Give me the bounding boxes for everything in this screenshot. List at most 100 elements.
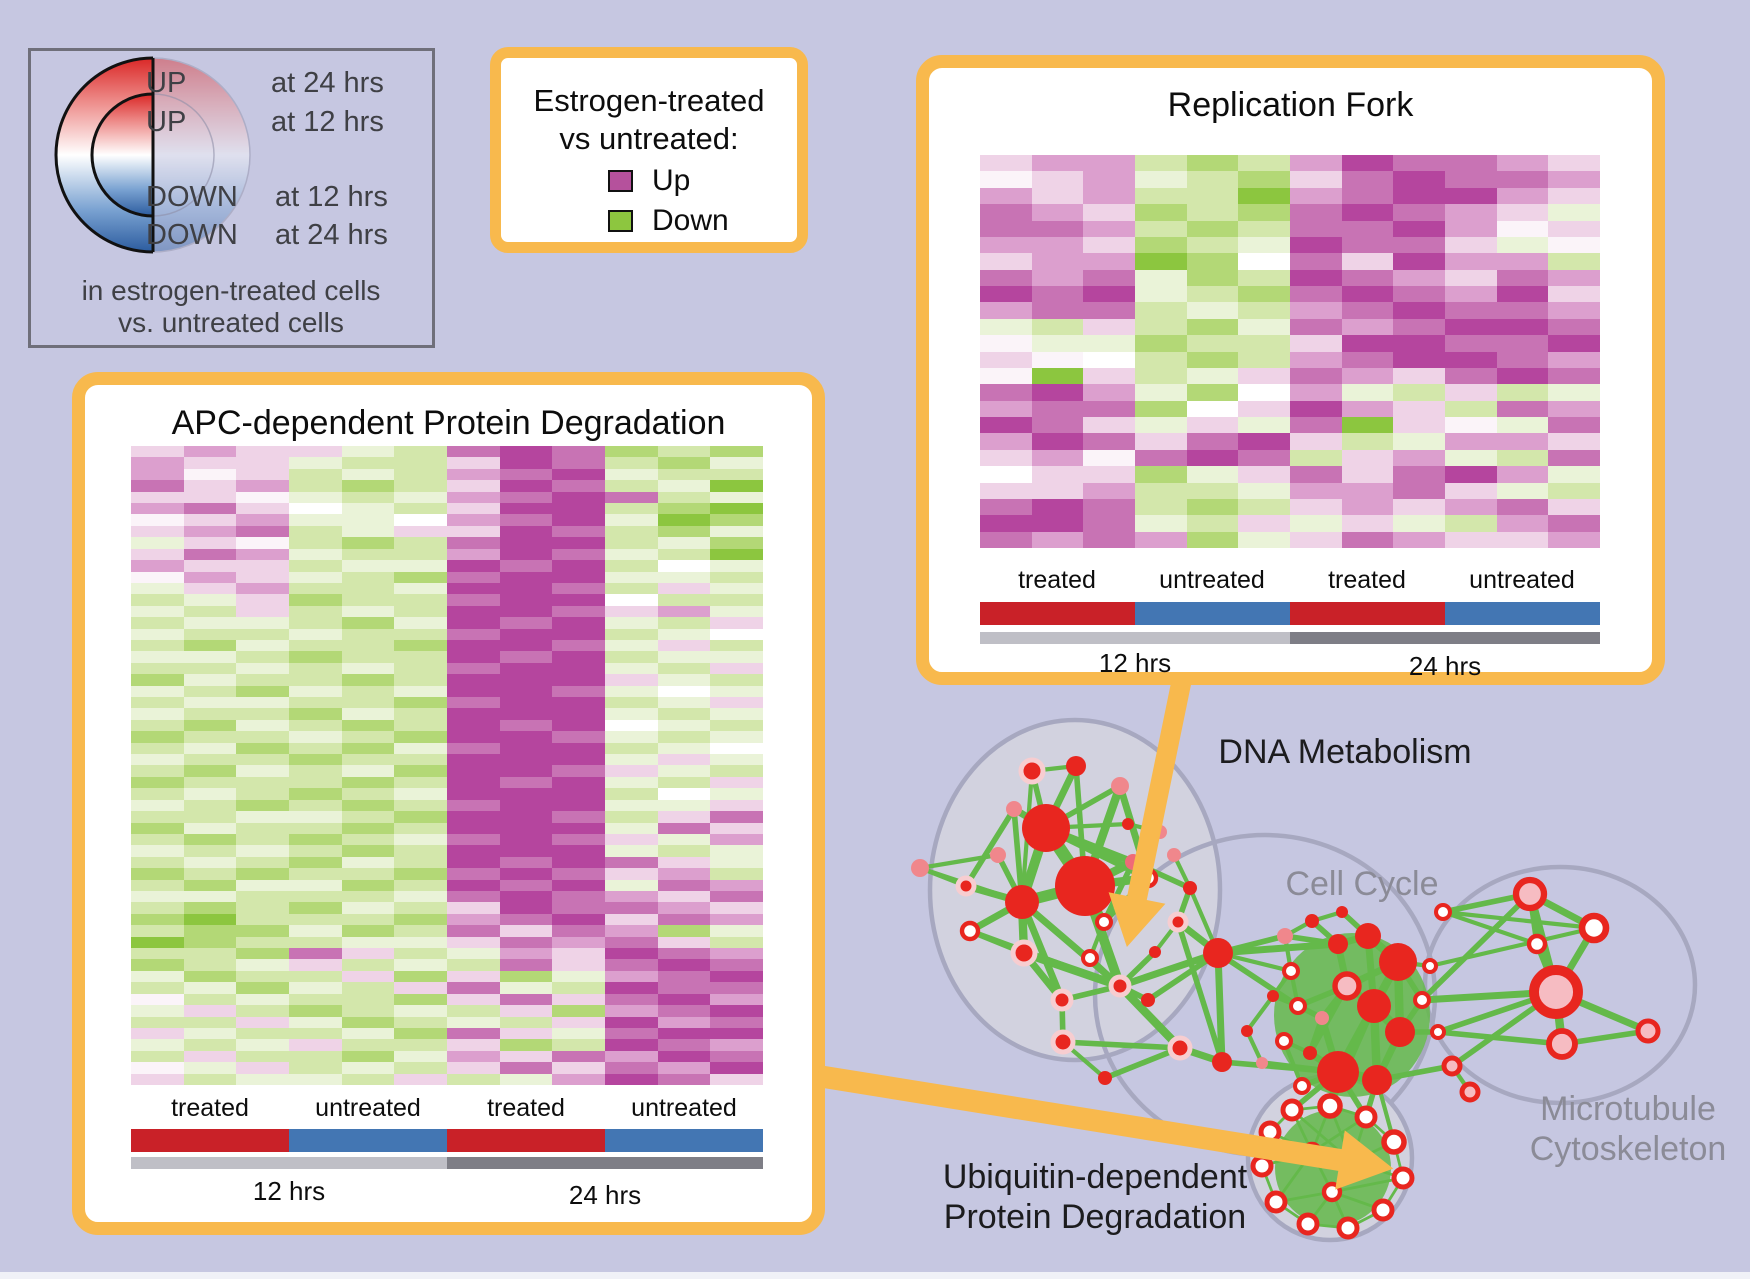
heatmap-cell: [552, 754, 605, 766]
network-edge: [1369, 1001, 1382, 1085]
heatmap-cell: [1341, 302, 1394, 319]
network-node: [1301, 1141, 1323, 1163]
heatmap-cell: [447, 446, 500, 458]
heatmap-cell: [1290, 449, 1342, 467]
heatmap-cell: [341, 617, 395, 629]
heatmap-cell: [552, 1027, 605, 1040]
heatmap-cell: [394, 503, 447, 515]
rf-12hrs-label: 12 hrs: [1098, 648, 1172, 678]
heatmap-cell: [499, 651, 553, 663]
network-node: [1153, 825, 1167, 839]
network-edge: [1334, 932, 1372, 948]
heatmap-cell: [1238, 286, 1290, 303]
heatmap-cell: [1548, 236, 1600, 254]
heatmap-cell: [1186, 171, 1239, 188]
heatmap-cell: [1445, 236, 1497, 254]
heatmap-cell: [236, 765, 289, 777]
heatmap-cell: [657, 457, 711, 469]
heatmap-cell: [1445, 515, 1497, 532]
heatmap-cell: [1496, 187, 1549, 205]
heatmap-cell: [605, 902, 658, 914]
heatmap-cell: [1135, 367, 1187, 385]
heatmap-cell: [499, 731, 553, 743]
heatmap-cell: [605, 788, 658, 800]
heatmap-cell: [1393, 417, 1445, 434]
network-node: [1050, 988, 1074, 1012]
heatmap-cell: [980, 482, 1032, 499]
heatmap-cell: [447, 936, 500, 949]
heatmap-cell: [1031, 498, 1084, 516]
heatmap-cell: [447, 594, 500, 606]
network-edge: [1073, 763, 1088, 889]
heatmap-cell: [131, 811, 184, 823]
heatmap-cell: [605, 651, 658, 663]
heatmap-cell: [980, 498, 1032, 516]
heatmap-cell: [1496, 236, 1549, 254]
heatmap-cell: [657, 719, 711, 732]
network-edge: [1282, 933, 1294, 974]
heatmap-cell: [131, 982, 184, 994]
heatmap-cell: [1083, 204, 1135, 221]
heatmap-cell: [183, 582, 237, 595]
heatmap-cell: [394, 845, 447, 857]
heatmap-cell: [1238, 335, 1290, 352]
heatmap-cell: [1135, 236, 1187, 254]
heatmap-cell: [1341, 367, 1394, 385]
heatmap-cell: [1031, 302, 1084, 319]
heatmap-cell: [289, 879, 342, 892]
network-edge: [1330, 1176, 1405, 1194]
heatmap-cell: [605, 1062, 658, 1074]
heatmap-cell: [1083, 498, 1135, 516]
heatmap-cell: [1445, 433, 1497, 450]
network-edge: [1115, 981, 1185, 1053]
heatmap-cell: [341, 948, 395, 960]
network-edge: [1187, 885, 1221, 956]
heatmap-cell: [605, 582, 658, 595]
heatmap-cell: [552, 913, 605, 926]
heatmap-cell: [1393, 286, 1445, 303]
heatmap-cell: [1290, 187, 1342, 205]
heatmap-cell: [289, 856, 342, 869]
heatmap-cell: [341, 1005, 395, 1017]
heatmap-cell: [499, 491, 553, 504]
heatmap-cell: [131, 731, 184, 743]
heatmap-cell: [131, 480, 184, 492]
heatmap-cell: [183, 594, 237, 606]
network-node: [1385, 1017, 1415, 1047]
network-edge: [1282, 918, 1315, 939]
network-edge: [1059, 997, 1066, 1045]
heatmap-cell: [131, 605, 184, 618]
heatmap-cell: [710, 868, 763, 880]
heatmap-cell: [1135, 286, 1187, 303]
heatmap-cell: [289, 594, 342, 606]
heatmap-cell: [1290, 417, 1342, 434]
heatmap-cell: [1031, 531, 1084, 548]
heatmap-cell: [447, 776, 500, 789]
heatmap-cell: [289, 719, 342, 732]
heatmap-cell: [183, 959, 237, 971]
heatmap-cell: [499, 594, 553, 606]
legend-down-12-word: DOWN: [146, 181, 238, 213]
network-edge: [1043, 821, 1131, 831]
heatmap-cell: [394, 651, 447, 663]
heatmap-cell: [1445, 498, 1497, 516]
heatmap-cell: [552, 525, 605, 538]
network-edge: [1101, 859, 1136, 925]
network-node: [1258, 1120, 1282, 1144]
heatmap-cell: [499, 639, 553, 652]
estrogen-legend-title-line2: vs untreated:: [559, 121, 739, 156]
heatmap-cell: [1238, 449, 1290, 467]
heatmap-cell: [657, 776, 711, 789]
heatmap-cell: [1135, 400, 1187, 417]
heatmap-cell: [341, 457, 395, 469]
heatmap-cell: [183, 719, 237, 732]
heatmap-cell: [394, 731, 447, 743]
heatmap-cell: [710, 1039, 763, 1051]
heatmap-cell: [289, 560, 342, 572]
heatmap-cell: [1290, 384, 1342, 401]
heatmap-cell: [1031, 351, 1084, 368]
network-node: [1256, 1057, 1268, 1069]
network-edge: [1346, 1208, 1385, 1230]
heatmap-cell: [447, 1005, 500, 1017]
heatmap-cell: [1496, 269, 1549, 286]
